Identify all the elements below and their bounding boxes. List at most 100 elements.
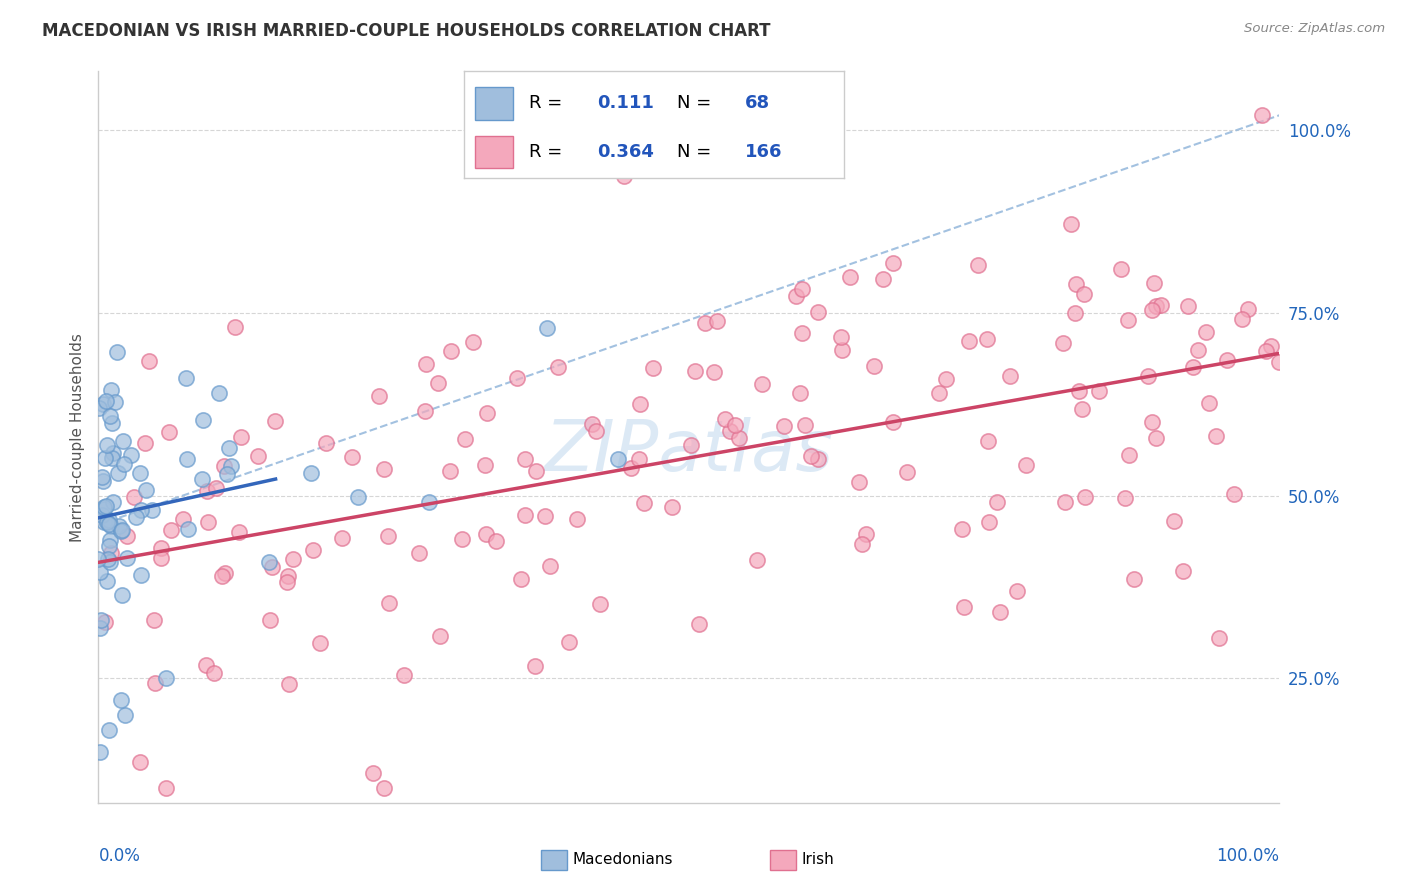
- Point: [276, 574, 298, 589]
- Point: [155, 672, 177, 686]
- Point: [101, 416, 124, 430]
- Point: [485, 533, 508, 548]
- Point: [98, 513, 121, 527]
- Point: [1195, 325, 1218, 339]
- Text: ZIPatlas: ZIPatlas: [544, 417, 834, 486]
- Point: [299, 467, 322, 481]
- Point: [91, 474, 114, 488]
- Point: [87, 401, 110, 416]
- Point: [197, 515, 219, 529]
- Point: [100, 451, 122, 466]
- Point: [176, 522, 198, 536]
- Point: [418, 494, 440, 508]
- Point: [141, 503, 163, 517]
- Text: R =: R =: [529, 143, 568, 161]
- Point: [633, 496, 655, 510]
- Point: [160, 523, 183, 537]
- Point: [872, 271, 894, 285]
- Point: [1122, 572, 1144, 586]
- Point: [1205, 429, 1227, 443]
- Point: [229, 430, 252, 444]
- Point: [98, 517, 121, 532]
- Text: Irish: Irish: [801, 853, 834, 867]
- Text: 100.0%: 100.0%: [1216, 847, 1279, 864]
- Point: [124, 491, 146, 505]
- Point: [98, 409, 121, 424]
- Point: [89, 745, 111, 759]
- Point: [896, 465, 918, 479]
- Point: [94, 450, 117, 465]
- Point: [301, 543, 323, 558]
- Point: [110, 524, 132, 538]
- Point: [103, 495, 125, 509]
- Point: [104, 395, 127, 409]
- Point: [1118, 449, 1140, 463]
- Point: [751, 377, 773, 392]
- Point: [538, 558, 561, 573]
- Text: N =: N =: [676, 143, 717, 161]
- Text: 0.111: 0.111: [598, 95, 654, 112]
- Point: [107, 466, 129, 480]
- Point: [195, 484, 218, 499]
- Point: [218, 442, 240, 456]
- Point: [219, 458, 242, 473]
- Text: Macedonians: Macedonians: [572, 853, 672, 867]
- Point: [120, 448, 142, 462]
- Point: [713, 412, 735, 426]
- Point: [361, 766, 384, 780]
- Point: [315, 435, 337, 450]
- Point: [1015, 458, 1038, 472]
- Point: [149, 541, 172, 555]
- Point: [129, 466, 152, 480]
- Point: [1173, 564, 1195, 578]
- Point: [93, 500, 115, 515]
- Point: [773, 418, 796, 433]
- Point: [212, 459, 235, 474]
- Point: [100, 383, 122, 397]
- Point: [1267, 355, 1289, 369]
- Text: 68: 68: [745, 95, 770, 112]
- Point: [440, 344, 463, 359]
- Point: [1087, 384, 1109, 398]
- Point: [1181, 360, 1204, 375]
- Point: [1059, 217, 1081, 231]
- Text: 0.364: 0.364: [598, 143, 654, 161]
- Text: 166: 166: [745, 143, 782, 161]
- Point: [454, 432, 477, 446]
- Point: [1251, 108, 1274, 122]
- Point: [1116, 312, 1139, 326]
- Point: [215, 467, 238, 481]
- Point: [558, 635, 581, 649]
- Point: [129, 755, 152, 769]
- Point: [94, 499, 117, 513]
- Point: [439, 464, 461, 478]
- Point: [115, 529, 138, 543]
- Point: [957, 334, 980, 348]
- Point: [191, 472, 214, 486]
- Point: [794, 418, 817, 433]
- Point: [789, 386, 811, 401]
- Point: [105, 344, 128, 359]
- Point: [259, 613, 281, 627]
- Point: [683, 364, 706, 378]
- Point: [882, 415, 904, 429]
- Point: [129, 503, 152, 517]
- Point: [839, 269, 862, 284]
- Point: [309, 636, 332, 650]
- Point: [986, 495, 1008, 509]
- Point: [111, 434, 134, 448]
- Point: [1163, 514, 1185, 528]
- Point: [101, 446, 124, 460]
- Point: [862, 359, 884, 373]
- Point: [415, 357, 437, 371]
- Point: [347, 490, 370, 504]
- Point: [378, 596, 401, 610]
- Point: [1140, 303, 1163, 318]
- Point: [952, 600, 974, 615]
- Text: 0.0%: 0.0%: [98, 847, 141, 864]
- Point: [1260, 339, 1282, 353]
- Point: [283, 552, 305, 566]
- Point: [91, 470, 114, 484]
- Point: [1066, 277, 1088, 291]
- Point: [613, 169, 636, 184]
